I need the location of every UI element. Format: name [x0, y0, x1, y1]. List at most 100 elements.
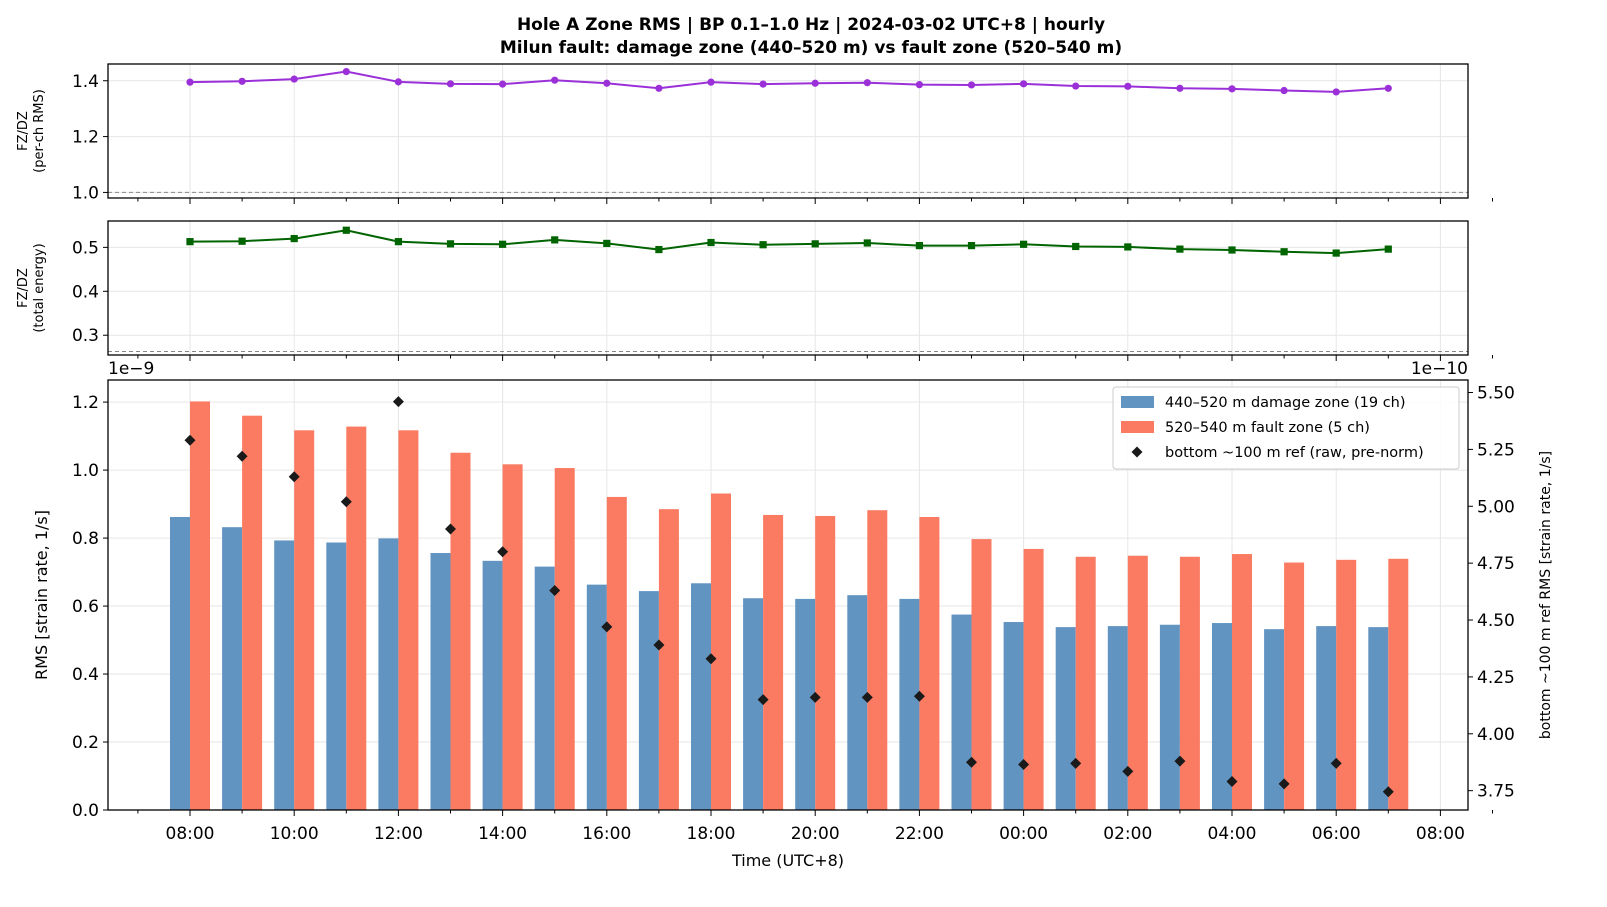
- chart-title-line2: Milun fault: damage zone (440–520 m) vs …: [500, 38, 1122, 58]
- x-axis-label: Time (UTC+8): [731, 851, 844, 870]
- reference-point: [392, 396, 404, 408]
- ratio-rms-point: [1332, 88, 1340, 96]
- ratio-rms-point: [603, 79, 611, 87]
- fault-zone-bar: [971, 539, 992, 810]
- ratio-energy-point: [1332, 249, 1340, 257]
- ratio-rms-point: [1384, 84, 1392, 92]
- damage-zone-bar: [1107, 626, 1128, 810]
- damage-zone-bar: [482, 560, 503, 810]
- zone-rms-ytick-label: 1.0: [72, 461, 99, 481]
- reference-point: [1330, 757, 1342, 769]
- zone-rms-ytick-label: 0.4: [72, 665, 99, 685]
- x-tick-label: 08:00: [1416, 824, 1465, 844]
- legend-swatch-fault-zone: [1121, 421, 1154, 433]
- left-axis-offset: 1e−9: [108, 359, 154, 379]
- reference-point: [653, 639, 665, 651]
- zone-rms-right-ytick-label: 4.75: [1477, 554, 1515, 574]
- reference-point: [1122, 765, 1134, 777]
- reference-point: [236, 450, 248, 462]
- ratio-energy-point: [915, 242, 923, 250]
- fault-zone-bar: [1127, 555, 1148, 810]
- zone-rms-ytick-label: 0.0: [72, 801, 99, 821]
- ratio-rms-ytick-label: 1.4: [72, 72, 99, 92]
- ratio-rms-point: [238, 77, 246, 85]
- ratio-energy-panel: 0.3 0.4 0.5 FZ/DZ (total energy): [16, 220, 1493, 361]
- x-tick-label: 20:00: [791, 824, 840, 844]
- reference-point: [809, 691, 821, 703]
- damage-zone-bar: [1055, 627, 1076, 810]
- reference-point: [340, 496, 352, 508]
- zone-rms-ytick-label: 0.6: [72, 597, 99, 617]
- reference-point: [1018, 758, 1030, 770]
- x-tick-label: 00:00: [999, 824, 1048, 844]
- legend-marker-reference: [1131, 446, 1143, 458]
- reference-point: [601, 621, 613, 633]
- ratio-rms-panel: 1.0 1.2 1.4 FZ/DZ (per-ch RMS): [16, 63, 1493, 204]
- fault-zone-bar: [1388, 558, 1409, 810]
- zone-rms-ytick-label: 0.8: [72, 529, 99, 549]
- ratio-rms-point: [499, 80, 507, 88]
- reference-point: [1174, 755, 1186, 767]
- y-axis-label: RMS [strain rate, 1/s]: [32, 510, 51, 680]
- reference-point: [1070, 757, 1082, 769]
- ratio-energy-point: [759, 241, 767, 249]
- legend-label: bottom ~100 m ref (raw, pre-norm): [1165, 445, 1424, 461]
- legend-label: 520–540 m fault zone (5 ch): [1165, 420, 1370, 436]
- ratio-energy-point: [603, 239, 611, 248]
- x-tick-label: 10:00: [270, 824, 319, 844]
- right-y-axis-label: bottom ~100 m ref RMS [strain rate, 1/s]: [1538, 451, 1554, 739]
- reference-point: [445, 523, 456, 535]
- zone-rms-right-ytick-label: 4.00: [1477, 725, 1515, 745]
- ratio-energy-point: [1176, 245, 1184, 253]
- ratio-rms-point: [1124, 82, 1132, 90]
- x-tick-label: 18:00: [687, 824, 736, 844]
- damage-zone-bar: [1316, 626, 1337, 810]
- ratio-rms-point: [811, 79, 819, 87]
- ratio-energy-point: [1020, 240, 1028, 248]
- right-axis-offset: 1e−10: [1411, 359, 1468, 379]
- damage-zone-bar: [1159, 624, 1180, 810]
- x-tick-label: 22:00: [895, 824, 944, 844]
- ratio-energy-point: [811, 240, 819, 248]
- damage-zone-bar: [1003, 622, 1024, 810]
- reference-point: [1278, 778, 1290, 790]
- reference-point: [913, 690, 925, 702]
- ratio-energy-point: [394, 238, 402, 246]
- fault-zone-bar: [763, 514, 784, 810]
- damage-zone-bar: [170, 516, 190, 810]
- ratio-energy-point: [238, 237, 246, 245]
- fault-zone-bar: [815, 515, 836, 810]
- ratio-rms-point: [1280, 86, 1288, 95]
- ratio-rms-point: [342, 67, 350, 76]
- x-tick-label: 12:00: [374, 824, 423, 844]
- ratio-rms-ytick-label: 1.2: [72, 128, 99, 148]
- zone-rms-ytick-label: 0.2: [72, 733, 99, 753]
- ratio-rms-point: [863, 79, 871, 87]
- reference-point: [705, 653, 717, 665]
- fault-zone-bar: [242, 415, 263, 810]
- reference-point: [1382, 786, 1394, 798]
- zone-rms-right-ytick-label: 4.50: [1477, 611, 1515, 631]
- fault-zone-bar: [1179, 556, 1200, 810]
- zone-rms-ytick-label: 1.2: [72, 393, 99, 413]
- fault-zone-bar: [502, 464, 523, 810]
- ratio-rms-point: [915, 81, 924, 89]
- damage-zone-bar: [534, 566, 555, 810]
- ratio-energy-ylabel-line2: (total energy): [32, 243, 47, 332]
- ratio-rms-point: [186, 78, 194, 86]
- reference-point: [549, 584, 561, 596]
- legend-swatch-damage-zone: [1121, 396, 1154, 408]
- ratio-rms-series-line: [189, 70, 1389, 93]
- fault-zone-bar: [1023, 548, 1044, 810]
- fault-zone-bar: [294, 430, 315, 810]
- ratio-rms-point: [551, 76, 559, 84]
- legend-box: [1112, 386, 1460, 470]
- fault-zone-bar: [606, 496, 627, 810]
- damage-zone-bar: [326, 542, 347, 810]
- chart-title-line1: Hole A Zone RMS | BP 0.1–1.0 Hz | 2024-0…: [517, 15, 1105, 35]
- ratio-energy-series-line: [189, 229, 1389, 255]
- damage-zone-bar: [222, 527, 243, 810]
- ratio-energy-point: [1072, 242, 1080, 251]
- zone-rms-panel: 0.0 0.2 0.4 0.6 0.8 1.0 1.2 3.75 4.00 4.25 4.50 4.7…: [32, 359, 1554, 870]
